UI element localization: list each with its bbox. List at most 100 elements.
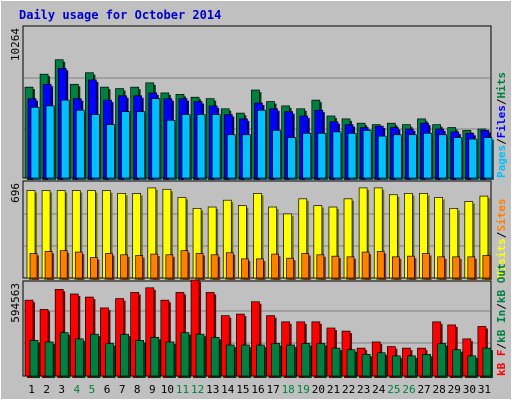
day-label: 3 xyxy=(58,383,65,396)
pages-bar xyxy=(136,111,147,180)
pages-bar-face xyxy=(30,106,40,179)
kbin-bar-face xyxy=(205,292,215,377)
kbout-bar xyxy=(225,344,237,378)
day-label: 25 xyxy=(387,383,400,396)
sites-bar-face xyxy=(241,258,249,279)
kbout-bar xyxy=(391,355,403,378)
pages-bar xyxy=(347,132,359,180)
sites-bar-face xyxy=(467,256,476,279)
pages-bar xyxy=(45,105,57,180)
pages-bar xyxy=(438,134,449,180)
sites-bar xyxy=(195,253,206,280)
pages-bar-face xyxy=(181,114,191,179)
kbout-bar-face xyxy=(180,332,190,377)
kbout-bar-face xyxy=(135,340,145,377)
sites-bar-face xyxy=(210,254,219,279)
pages-bar xyxy=(226,134,238,180)
day-label: 13 xyxy=(206,383,219,396)
legend-entry: / xyxy=(495,98,508,105)
day-label: 30 xyxy=(463,383,476,396)
sites-bar xyxy=(286,257,296,280)
day-label: 29 xyxy=(448,383,461,396)
kbin-bar xyxy=(130,292,141,378)
kbout-bar-face xyxy=(150,336,160,377)
pages-bar xyxy=(196,114,208,180)
legend-entry: Pages xyxy=(495,145,508,178)
legend-top: Pages/Files/Hits xyxy=(495,72,508,178)
kbout-bar-face xyxy=(482,347,492,377)
sites-bar-face xyxy=(105,253,113,279)
legend-entry: kB Out xyxy=(495,263,508,303)
pages-bar xyxy=(121,111,132,180)
legend-entry: Sites xyxy=(495,199,508,232)
legend-middle: Visits/Sites xyxy=(495,199,508,279)
sites-bar xyxy=(437,256,447,280)
pages-bar-face xyxy=(287,137,296,179)
sites-bar-face xyxy=(437,256,445,279)
kbout-bar-face xyxy=(376,352,386,377)
day-label: 21 xyxy=(327,383,340,396)
legend-entry: Visits xyxy=(495,238,508,278)
sites-bar-face xyxy=(346,256,355,279)
kbin-bar xyxy=(69,293,81,378)
kbout-bar-face xyxy=(407,355,416,377)
kbout-bar xyxy=(452,349,463,378)
sites-bar xyxy=(316,254,326,280)
sites-bar-face xyxy=(286,257,294,279)
pages-bar-face xyxy=(423,132,432,179)
pages-bar xyxy=(272,130,283,180)
pages-bar-face xyxy=(377,135,387,179)
kbin-bar xyxy=(145,287,156,378)
pages-bar xyxy=(211,114,223,180)
sites-bar xyxy=(452,256,462,280)
day-label: 23 xyxy=(357,383,370,396)
kbin-bar-face xyxy=(24,299,34,377)
sites-bar xyxy=(120,254,130,280)
kbout-bar xyxy=(286,344,297,378)
kbout-bar-face xyxy=(120,333,129,377)
kbin-bar xyxy=(205,292,217,378)
pages-bar xyxy=(287,137,298,180)
pages-bar xyxy=(75,109,87,180)
pages-bar xyxy=(91,114,102,180)
pages-bar xyxy=(60,99,72,180)
kbout-bar xyxy=(180,332,191,378)
kbout-bar-face xyxy=(195,333,205,377)
kbout-bar-face xyxy=(467,355,477,377)
day-label: 7 xyxy=(119,383,126,396)
sites-bar-face xyxy=(90,257,98,279)
kbout-bar-face xyxy=(422,353,431,377)
kbin-bar-face xyxy=(100,307,109,377)
sites-bar-face xyxy=(44,251,53,279)
day-label: 14 xyxy=(221,383,235,396)
scale-label-middle: 696 xyxy=(9,183,22,203)
pages-bar-face xyxy=(453,137,463,179)
kbin-bar-face xyxy=(251,301,260,377)
day-label: 8 xyxy=(134,383,141,396)
sites-bar xyxy=(210,254,221,280)
legend-bottom: kB F/kB In/kB Out xyxy=(495,263,508,376)
pages-bar xyxy=(151,98,162,180)
sites-bar-face xyxy=(29,253,38,279)
sites-bar xyxy=(256,258,266,280)
kbin-bar-face xyxy=(160,299,170,377)
pages-bar-face xyxy=(226,134,236,179)
kbout-bar xyxy=(467,355,478,378)
day-label: 4 xyxy=(74,383,81,396)
kbout-bar xyxy=(59,332,71,378)
kbin-bar xyxy=(160,299,171,378)
sites-bar xyxy=(271,253,281,280)
sites-bar-face xyxy=(256,258,264,279)
sites-bar xyxy=(361,251,372,280)
pages-bar-face xyxy=(347,132,357,179)
day-label: 18 xyxy=(282,383,295,396)
kbout-bar xyxy=(210,336,222,378)
kbin-bar xyxy=(190,279,202,378)
day-label: 15 xyxy=(236,383,249,396)
kbout-bar-face xyxy=(452,349,462,377)
sites-bar xyxy=(90,257,100,280)
pages-bar xyxy=(317,132,328,180)
day-label: 26 xyxy=(402,383,415,396)
day-label: 1 xyxy=(28,383,35,396)
kbout-bar xyxy=(74,338,86,378)
